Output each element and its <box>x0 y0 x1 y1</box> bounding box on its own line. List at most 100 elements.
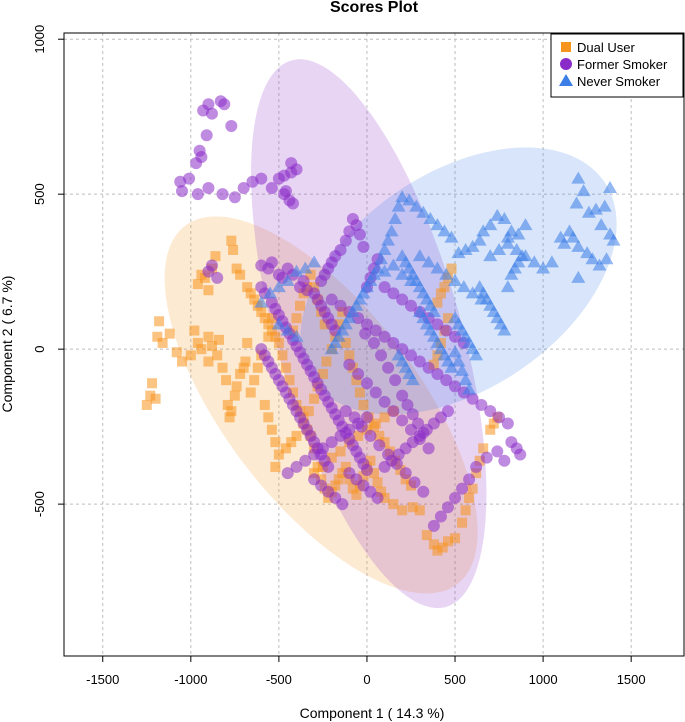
data-point <box>592 258 607 271</box>
data-point <box>449 491 462 504</box>
data-point <box>235 368 246 379</box>
data-point <box>205 107 218 120</box>
data-point <box>195 150 208 163</box>
data-point <box>422 442 435 455</box>
data-point <box>237 181 250 194</box>
data-point <box>249 294 260 305</box>
data-point <box>437 224 452 237</box>
data-point <box>382 361 395 374</box>
data-point <box>317 368 328 379</box>
data-point <box>400 474 411 485</box>
chart-title: Scores Plot <box>330 0 419 16</box>
data-point <box>562 224 577 237</box>
data-point <box>464 492 475 503</box>
data-point <box>287 387 298 398</box>
data-point <box>484 405 497 418</box>
data-point <box>428 539 439 550</box>
data-point <box>249 375 260 386</box>
data-point <box>263 331 274 342</box>
data-point <box>316 474 327 485</box>
data-point <box>585 252 600 265</box>
data-point <box>553 230 568 243</box>
data-point <box>145 390 156 401</box>
data-point <box>511 227 526 240</box>
data-point <box>497 323 512 336</box>
x-tick-label: 1500 <box>617 672 646 687</box>
data-point <box>266 325 277 336</box>
data-point <box>490 208 505 221</box>
data-point <box>289 329 304 342</box>
data-point <box>446 263 457 274</box>
data-point <box>442 313 453 324</box>
data-point <box>476 224 491 237</box>
data-point <box>217 362 228 373</box>
data-point <box>527 255 542 268</box>
data-point <box>488 418 499 429</box>
data-point <box>200 129 213 142</box>
data-point <box>315 274 328 287</box>
data-point <box>441 501 454 514</box>
data-point <box>408 476 421 489</box>
data-point <box>414 505 425 516</box>
x-tick-label: 0 <box>363 672 370 687</box>
data-point <box>297 274 310 287</box>
data-point <box>402 193 417 206</box>
data-point <box>439 267 454 280</box>
data-point <box>231 263 242 274</box>
data-point <box>571 239 586 252</box>
data-point <box>432 545 443 556</box>
data-point <box>205 259 218 272</box>
data-point <box>266 424 277 435</box>
data-point <box>465 286 480 299</box>
data-point <box>428 359 439 370</box>
data-point <box>483 218 498 231</box>
data-point <box>164 328 175 339</box>
data-point <box>423 211 438 224</box>
data-point <box>228 191 241 204</box>
data-point <box>291 430 302 441</box>
data-point <box>466 392 479 405</box>
data-point <box>280 362 291 373</box>
data-point <box>185 350 196 361</box>
data-point <box>597 199 612 212</box>
data-point <box>386 258 401 271</box>
data-point <box>404 349 417 362</box>
data-point <box>290 460 303 473</box>
data-point <box>571 270 586 283</box>
data-point <box>211 271 224 284</box>
data-point <box>309 468 320 479</box>
data-point <box>417 485 430 498</box>
data-point <box>451 354 466 367</box>
data-point <box>416 205 431 218</box>
data-point <box>401 398 414 411</box>
data-point <box>434 510 447 523</box>
data-point <box>387 336 400 349</box>
data-point <box>265 181 278 194</box>
data-points <box>141 95 621 556</box>
legend-label: Never Smoker <box>577 74 661 89</box>
data-point <box>226 235 237 246</box>
data-point <box>284 375 295 386</box>
data-point <box>413 355 426 368</box>
data-point <box>154 316 165 327</box>
data-point <box>325 293 338 306</box>
data-point <box>478 443 489 454</box>
data-point <box>229 390 240 401</box>
x-axis: -1500 -1000 -500 0 500 1000 1500 <box>86 655 646 687</box>
data-point <box>491 445 504 458</box>
data-point <box>252 362 263 373</box>
data-point <box>440 374 453 387</box>
data-point <box>224 412 235 423</box>
data-point <box>463 473 476 486</box>
data-point <box>270 461 281 472</box>
data-point <box>203 331 214 342</box>
data-point <box>303 406 314 417</box>
data-point <box>242 282 253 293</box>
data-point <box>507 261 522 274</box>
data-point <box>335 446 346 457</box>
data-point <box>378 330 391 343</box>
data-point <box>192 279 203 290</box>
data-point <box>322 460 335 473</box>
data-point <box>412 417 425 430</box>
data-point <box>406 408 419 421</box>
